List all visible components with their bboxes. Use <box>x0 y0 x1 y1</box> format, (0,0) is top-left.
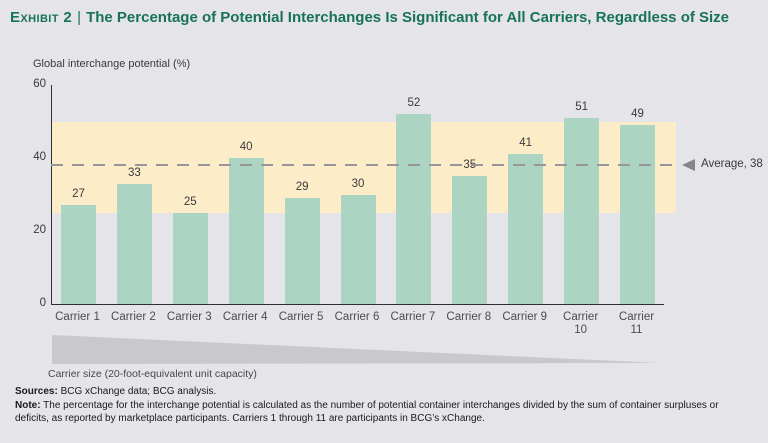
bar-value-label: 49 <box>631 108 644 121</box>
bar-carrier-6 <box>340 194 376 304</box>
x-tick-carrier-4: Carrier 4 <box>222 311 268 323</box>
y-tick-40: 40 <box>33 151 46 163</box>
x-tick-carrier-5: Carrier 5 <box>278 311 324 323</box>
title-separator: | <box>77 9 82 26</box>
bar-value-label: 33 <box>127 166 141 179</box>
x-tick-carrier-1: Carrier 1 <box>55 311 100 323</box>
x-tick-carrier-3: Carrier 3 <box>166 311 212 323</box>
page-title: Exhibit 2 | The Percentage of Potential In… <box>10 7 752 28</box>
note-label: Note: <box>15 399 41 411</box>
note-line: Note: The percentage for the interchange… <box>15 399 727 426</box>
bar-value-label: 27 <box>72 188 85 201</box>
triangle-shape <box>52 335 660 364</box>
x-tick-carrier-11: Carrier 11 <box>618 311 655 336</box>
y-tick-20: 20 <box>33 224 46 236</box>
y-tick-0: 0 <box>39 297 46 309</box>
bar-value-label: 40 <box>239 141 253 153</box>
bar-carrier-5 <box>284 198 320 304</box>
bar-carrier-8 <box>452 176 488 304</box>
x-tick-carrier-8: Carrier 8 <box>446 311 492 323</box>
carrier-size-triangle <box>52 335 660 364</box>
bar-carrier-10 <box>564 117 600 304</box>
bar-carrier-11 <box>620 125 655 304</box>
y-tick-60: 60 <box>33 78 46 90</box>
x-axis-caption: Carrier size (20-foot-equivalent unit ca… <box>48 368 257 380</box>
bar-carrier-1 <box>61 205 96 304</box>
footnotes: Sources: BCG xChange data; BCG analysis.… <box>15 385 727 426</box>
y-axis-title: Global interchange potential (%) <box>33 58 191 70</box>
note-text: The percentage for the interchange poten… <box>15 399 719 425</box>
bar-carrier-9 <box>508 154 544 304</box>
x-tick-carrier-7: Carrier 7 <box>390 311 436 323</box>
x-tick-carrier-6: Carrier 6 <box>334 311 380 323</box>
exhibit-label: Exhibit 2 <box>10 9 73 26</box>
bar-value-label: 30 <box>351 177 365 190</box>
sources-text: BCG xChange data; BCG analysis. <box>57 386 217 397</box>
bar-carrier-2 <box>116 183 152 304</box>
bar-carrier-3 <box>172 212 208 304</box>
title-text: The Percentage of Potential Interchanges… <box>86 9 730 26</box>
x-tick-carrier-2: Carrier 2 <box>111 311 156 323</box>
bar-value-label: 41 <box>519 137 533 150</box>
bar-value-label: 25 <box>183 195 197 208</box>
bar-value-label: 29 <box>295 181 309 194</box>
average-arrow-icon <box>682 159 695 172</box>
sources-label: Sources: <box>15 386 58 397</box>
sources-line: Sources: BCG xChange data; BCG analysis. <box>15 385 727 399</box>
bar-value-label: 52 <box>407 97 421 110</box>
x-tick-carrier-9: Carrier 9 <box>502 311 548 323</box>
bar-value-label: 51 <box>575 100 588 113</box>
bar-carrier-4 <box>228 158 264 304</box>
average-line <box>51 164 679 167</box>
bar-carrier-7 <box>396 114 432 304</box>
x-tick-carrier-10: Carrier 10 <box>563 311 599 336</box>
average-label: Average, 38 <box>701 158 763 171</box>
bar-chart: 2733254029305235415149 <box>51 85 664 305</box>
